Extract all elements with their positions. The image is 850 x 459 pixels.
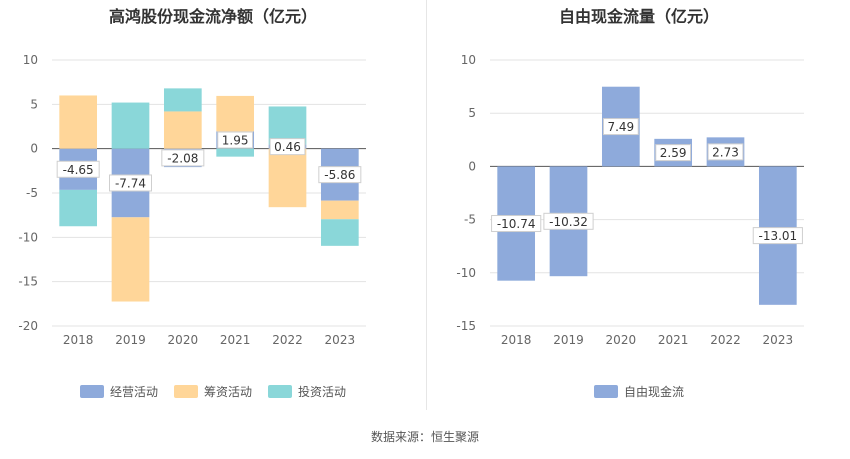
legend-swatch	[268, 385, 292, 398]
y-tick-label: 0	[468, 159, 476, 173]
cash-flow-net-chart: 高鸿股份现金流净额（亿元） 10 5 0 -5 -10 -15 -20 2018 2019 202…	[0, 0, 426, 410]
legend: 经营活动 筹资活动 投资活动	[0, 383, 426, 400]
data-label-box	[56, 160, 100, 178]
x-tick-label: 2022	[710, 333, 741, 347]
bar-投资活动	[59, 189, 98, 227]
y-tick-label: -20	[18, 319, 38, 333]
data-label-text: -13.01	[758, 229, 797, 243]
data-label: -10.32	[543, 212, 594, 230]
legend-swatch	[593, 385, 618, 398]
y-tick-label: 0	[30, 142, 38, 156]
x-tick-label: 2023	[325, 333, 356, 347]
x-tick-label: 2023	[763, 333, 794, 347]
data-label-box	[161, 149, 205, 167]
data-label-text: 0.46	[274, 140, 301, 154]
legend-swatch	[173, 385, 198, 398]
data-label-box	[602, 118, 639, 136]
bar-筹资活动	[268, 148, 307, 208]
y-tick-label: 10	[23, 53, 38, 67]
data-label-box	[707, 143, 744, 161]
data-label-box	[655, 144, 692, 162]
x-tick-label: 2018	[63, 333, 94, 347]
data-label: 1.95	[217, 131, 254, 149]
data-label-text: 2.59	[660, 146, 687, 160]
legend-label: 经营活动	[109, 385, 158, 399]
legend-label: 筹资活动	[203, 385, 252, 399]
y-tick-label: -5	[26, 186, 38, 200]
cash-flow-net-plot: 10 5 0 -5 -10 -15 -20 2018 2019 2020 2021 2022 2023 -…	[18, 53, 366, 347]
data-label-box	[491, 215, 542, 233]
x-tick-label: 2022	[272, 333, 303, 347]
data-label: -13.01	[752, 227, 803, 245]
y-tick-label: -15	[18, 275, 38, 289]
bar-投资活动	[163, 88, 202, 112]
bar-投资活动	[111, 102, 150, 149]
x-tick-label: 2020	[168, 333, 199, 347]
data-label: -5.86	[318, 166, 362, 184]
data-label: -10.74	[491, 215, 542, 233]
x-tick-label: 2021	[658, 333, 689, 347]
x-tick-label: 2018	[501, 333, 532, 347]
y-tick-label: 10	[461, 53, 476, 67]
bar-筹资活动	[163, 111, 202, 149]
legend-item[interactable]: 筹资活动	[173, 383, 252, 400]
bar-筹资活动	[59, 95, 98, 149]
data-label: 0.46	[269, 138, 306, 156]
data-label-text: -7.74	[115, 176, 146, 190]
data-label-box	[269, 138, 306, 156]
legend-label: 投资活动	[298, 385, 347, 399]
y-tick-label: -10	[18, 230, 38, 244]
data-label: 7.49	[602, 118, 639, 136]
y-tick-label: 5	[30, 97, 38, 111]
data-label-box	[752, 227, 803, 245]
data-label-box	[543, 212, 594, 230]
data-label-text: -4.65	[63, 163, 94, 177]
x-tick-label: 2019	[553, 333, 584, 347]
free-cash-flow-plot: 10 5 0 -5 -10 -15 2018 2019 2020 2021 2022 2023 -10.…	[456, 53, 804, 347]
chart-title: 高鸿股份现金流净额（亿元）	[108, 7, 317, 26]
data-label-box	[217, 131, 254, 149]
chart-title: 自由现金流量（亿元）	[558, 7, 719, 26]
bar-筹资活动	[320, 200, 359, 220]
data-label-text: 1.95	[222, 134, 249, 148]
panel-divider	[426, 0, 427, 410]
data-label: -7.74	[109, 174, 152, 192]
data-label-text: -10.74	[497, 217, 536, 231]
data-label-text: -5.86	[324, 168, 355, 182]
legend: 自由现金流	[428, 383, 850, 400]
y-tick-label: 5	[468, 106, 476, 120]
y-tick-label: -10	[456, 266, 476, 280]
y-tick-label: -15	[456, 319, 476, 333]
data-label: 2.59	[655, 144, 692, 162]
data-label: -4.65	[56, 160, 100, 178]
data-label: -2.08	[161, 149, 205, 167]
legend-label: 自由现金流	[623, 385, 684, 399]
free-cash-flow-chart: 自由现金流量（亿元） 10 5 0 -5 -10 -15 2018 2019 2020 2021 2…	[428, 0, 850, 410]
data-label-text: 7.49	[607, 120, 634, 134]
data-label: 2.73	[707, 143, 744, 161]
data-label-text: -2.08	[167, 151, 198, 165]
x-tick-label: 2019	[115, 333, 146, 347]
data-label-text: -10.32	[549, 215, 588, 229]
bar-投资活动	[320, 219, 359, 246]
bar-投资活动	[216, 148, 255, 157]
legend-item[interactable]: 经营活动	[79, 383, 158, 400]
legend-swatch	[79, 385, 104, 398]
data-label-box	[109, 174, 152, 192]
data-label-box	[318, 166, 362, 184]
bar-筹资活动	[111, 217, 150, 302]
data-label-text: 2.73	[712, 145, 739, 159]
x-tick-label: 2021	[220, 333, 251, 347]
legend-item[interactable]: 投资活动	[268, 383, 346, 400]
bar-筹资活动	[216, 95, 255, 132]
data-source: 数据来源：恒生聚源	[370, 430, 479, 444]
x-tick-label: 2020	[606, 333, 637, 347]
y-tick-label: -5	[464, 213, 476, 227]
legend-item[interactable]: 自由现金流	[593, 383, 684, 400]
